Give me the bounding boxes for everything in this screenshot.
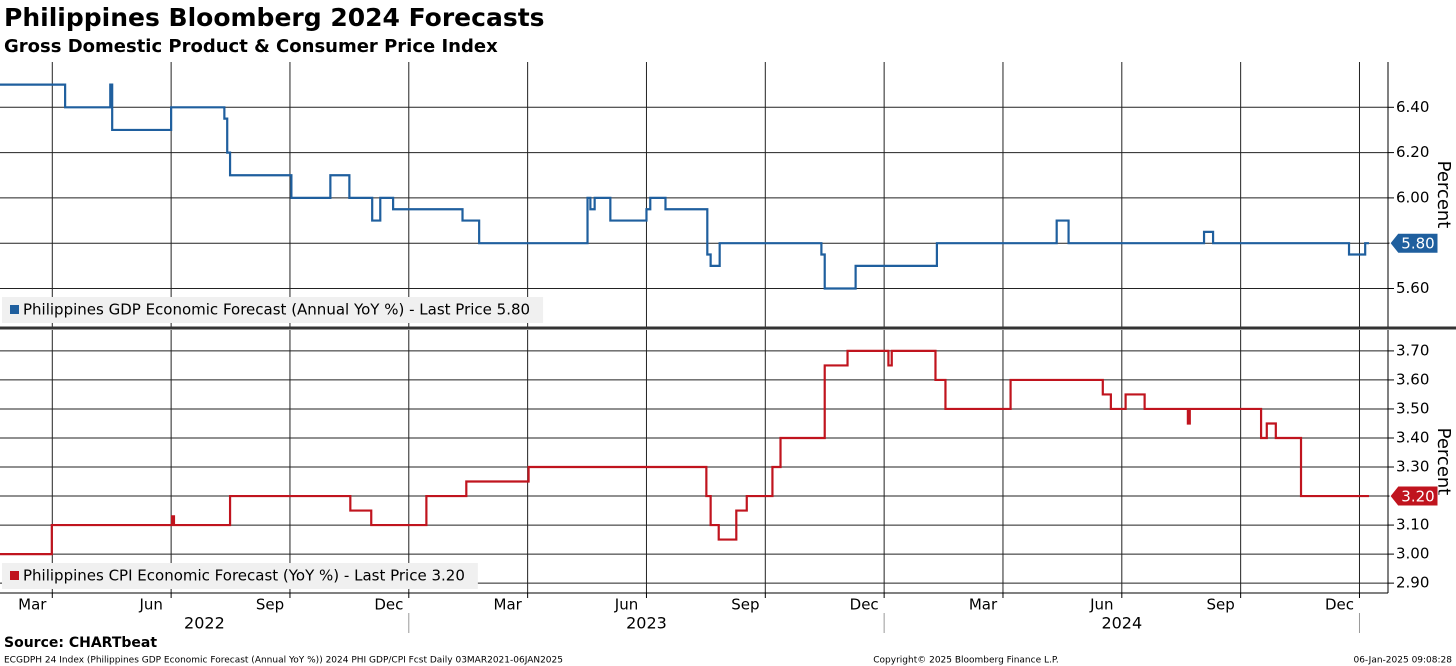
x-tick-label: Dec <box>1325 596 1354 614</box>
legend-label: Philippines CPI Economic Forecast (YoY %… <box>23 567 465 585</box>
footer-center: Copyright© 2025 Bloomberg Finance L.P. <box>873 656 1058 666</box>
y-axis-label: Percent <box>1433 428 1454 496</box>
x-year-label: 2024 <box>1101 614 1142 633</box>
y-tick-label: 5.60 <box>1396 279 1429 297</box>
x-tick-label: Mar <box>494 596 523 614</box>
x-year-label: 2022 <box>184 614 225 633</box>
y-tick-label: 6.20 <box>1396 143 1429 161</box>
legend-box <box>2 563 478 589</box>
y-tick-label: 2.90 <box>1396 574 1429 592</box>
y-tick-label: 3.60 <box>1396 370 1429 388</box>
legend-box <box>2 297 544 323</box>
y-axis-label: Percent <box>1433 161 1454 229</box>
x-tick-label: Sep <box>731 596 759 614</box>
x-tick-label: Sep <box>256 596 284 614</box>
last-price-label: 5.80 <box>1401 235 1434 253</box>
last-price-label: 3.20 <box>1401 488 1434 506</box>
footer-right: 06-Jan-2025 09:08:28 <box>1353 656 1452 666</box>
chart-subtitle: Gross Domestic Product & Consumer Price … <box>4 36 498 57</box>
y-tick-label: 6.40 <box>1396 98 1429 116</box>
line-series <box>0 349 1369 556</box>
y-tick-label: 3.10 <box>1396 516 1429 534</box>
x-tick-label: Mar <box>18 596 47 614</box>
x-tick-label: Jun <box>138 596 162 614</box>
legend-swatch <box>10 305 19 314</box>
source: Source: CHARTbeat <box>4 635 157 651</box>
y-tick-label: 3.30 <box>1396 458 1429 476</box>
y-tick-label: 6.00 <box>1396 188 1429 206</box>
chart-title: Philippines Bloomberg 2024 Forecasts <box>4 3 545 32</box>
x-year-label: 2023 <box>626 614 667 633</box>
x-tick-label: Mar <box>969 596 998 614</box>
footer-left: ECGDPH 24 Index (Philippines GDP Economi… <box>4 656 563 666</box>
x-tick-label: Sep <box>1207 596 1235 614</box>
legend-label: Philippines GDP Economic Forecast (Annua… <box>23 301 530 319</box>
x-tick-label: Dec <box>850 596 879 614</box>
last-price-tag <box>1389 232 1439 254</box>
x-tick-label: Jun <box>1089 596 1113 614</box>
y-tick-label: 3.70 <box>1396 341 1429 359</box>
y-tick-label: 3.50 <box>1396 399 1429 417</box>
last-price-tag <box>1389 485 1439 507</box>
y-tick-label: 3.00 <box>1396 545 1429 563</box>
line-series <box>0 83 1369 290</box>
x-tick-label: Jun <box>614 596 638 614</box>
y-tick-label: 3.40 <box>1396 428 1429 446</box>
x-tick-label: Dec <box>374 596 403 614</box>
legend-swatch <box>10 571 19 580</box>
